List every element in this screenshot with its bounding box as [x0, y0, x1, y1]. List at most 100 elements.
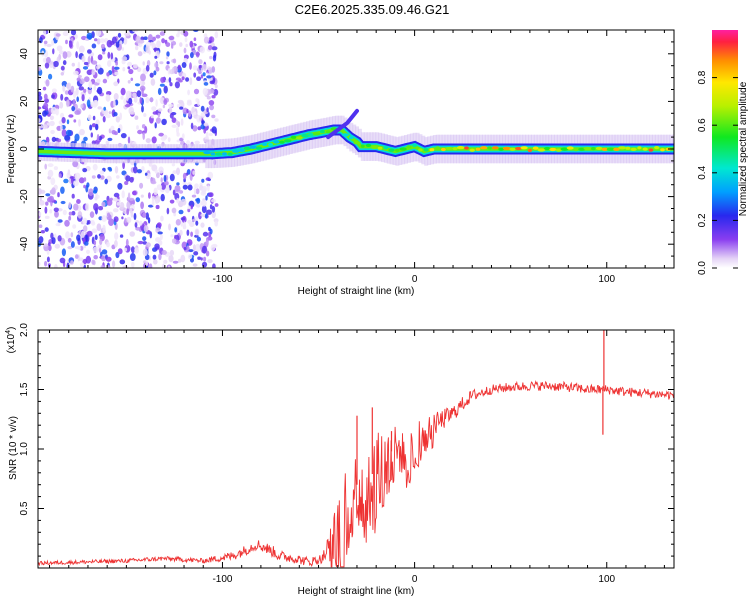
noise-speckle	[55, 108, 59, 116]
noise-speckle	[214, 203, 219, 207]
noise-speckle	[182, 107, 188, 115]
noise-speckle	[182, 184, 188, 190]
noise-speckle	[76, 77, 81, 82]
noise-speckle	[152, 111, 158, 115]
noise-speckle	[212, 263, 216, 268]
noise-speckle	[135, 197, 140, 203]
noise-speckle	[210, 244, 216, 251]
noise-speckle	[98, 206, 104, 211]
noise-speckle	[151, 136, 157, 144]
noise-speckle	[76, 199, 81, 204]
noise-speckle	[205, 213, 208, 219]
noise-speckle	[196, 236, 201, 242]
noise-speckle	[208, 89, 215, 94]
noise-speckle	[65, 231, 70, 239]
snr-series	[38, 330, 674, 568]
noise-speckle	[178, 79, 183, 83]
noise-speckle	[169, 249, 175, 256]
noise-speckle	[157, 231, 163, 235]
noise-speckle	[146, 60, 151, 67]
noise-speckle	[187, 254, 193, 260]
noise-speckle	[60, 65, 65, 71]
ridge-hotspot	[648, 148, 654, 152]
noise-speckle	[113, 112, 118, 117]
noise-speckle	[105, 256, 112, 262]
noise-speckle	[83, 225, 88, 232]
noise-speckle	[91, 259, 95, 265]
noise-speckle	[94, 38, 98, 42]
noise-speckle	[76, 41, 80, 50]
noise-speckle	[158, 132, 164, 137]
noise-speckle	[207, 259, 213, 264]
noise-speckle	[161, 250, 167, 255]
noise-speckle	[98, 246, 102, 253]
colorbar-tick-label: 0.6	[697, 118, 708, 132]
noise-speckle	[214, 118, 219, 122]
colorbar: 0.0 0.2 0.4 0.6 0.8 Normalized spectral ampl…	[697, 30, 749, 275]
noise-speckle	[211, 95, 216, 99]
colorbar-tick-label: 0.8	[697, 70, 708, 84]
noise-speckle	[181, 62, 187, 68]
ridge-hotspot	[555, 148, 562, 152]
noise-speckle	[127, 80, 131, 84]
noise-speckle	[89, 124, 93, 131]
noise-speckle	[168, 77, 172, 83]
noise-speckle	[140, 73, 146, 82]
noise-speckle	[83, 184, 86, 189]
noise-speckle	[134, 222, 138, 228]
ridge-hotspot	[360, 144, 365, 148]
noise-speckle	[205, 239, 209, 247]
y-tick-label: -40	[19, 237, 30, 252]
noise-speckle	[129, 231, 135, 237]
noise-speckle	[50, 115, 55, 120]
noise-speckle	[200, 257, 203, 261]
ridge-hotspot	[527, 148, 533, 152]
noise-speckle	[83, 136, 88, 142]
noise-speckle	[164, 181, 169, 186]
noise-speckle	[92, 189, 98, 194]
noise-speckle	[195, 220, 199, 226]
noise-speckle	[174, 227, 178, 233]
noise-speckle	[156, 40, 161, 48]
noise-speckle	[179, 137, 184, 142]
ridge-hotspot	[560, 147, 569, 151]
noise-speckle	[63, 178, 69, 184]
noise-speckle	[110, 125, 115, 132]
noise-speckle	[181, 76, 185, 81]
noise-speckle	[106, 241, 110, 248]
noise-speckle	[43, 102, 49, 109]
noise-speckle	[184, 37, 188, 43]
noise-speckle	[44, 163, 47, 170]
noise-speckle	[201, 178, 205, 183]
noise-speckle	[142, 61, 145, 66]
noise-speckle	[126, 208, 130, 216]
noise-speckle	[202, 231, 209, 237]
ridge-hotspot	[487, 146, 492, 150]
noise-speckle	[71, 62, 76, 67]
secondary-track	[326, 108, 359, 140]
noise-speckle	[183, 47, 187, 54]
y-tick-label: 1.5	[19, 382, 30, 396]
noise-speckle	[145, 45, 150, 54]
noise-speckle	[106, 72, 110, 77]
noise-speckle	[196, 76, 202, 81]
noise-speckle	[206, 107, 209, 113]
noise-speckle	[88, 188, 94, 196]
noise-speckle	[87, 220, 91, 225]
noise-speckle	[151, 198, 155, 207]
noise-speckle	[208, 66, 213, 75]
noise-speckle	[123, 98, 127, 105]
noise-speckle	[101, 249, 108, 255]
noise-speckle	[153, 259, 158, 265]
noise-speckle	[149, 72, 154, 78]
noise-speckle	[165, 42, 171, 47]
noise-speckle	[57, 138, 62, 143]
noise-speckle	[42, 86, 47, 91]
noise-speckle	[87, 114, 92, 121]
noise-speckle	[107, 137, 113, 142]
noise-speckle	[66, 119, 70, 125]
noise-speckle	[206, 75, 212, 79]
noise-speckle	[211, 66, 216, 73]
noise-speckle	[101, 215, 107, 222]
noise-speckle	[144, 172, 148, 176]
